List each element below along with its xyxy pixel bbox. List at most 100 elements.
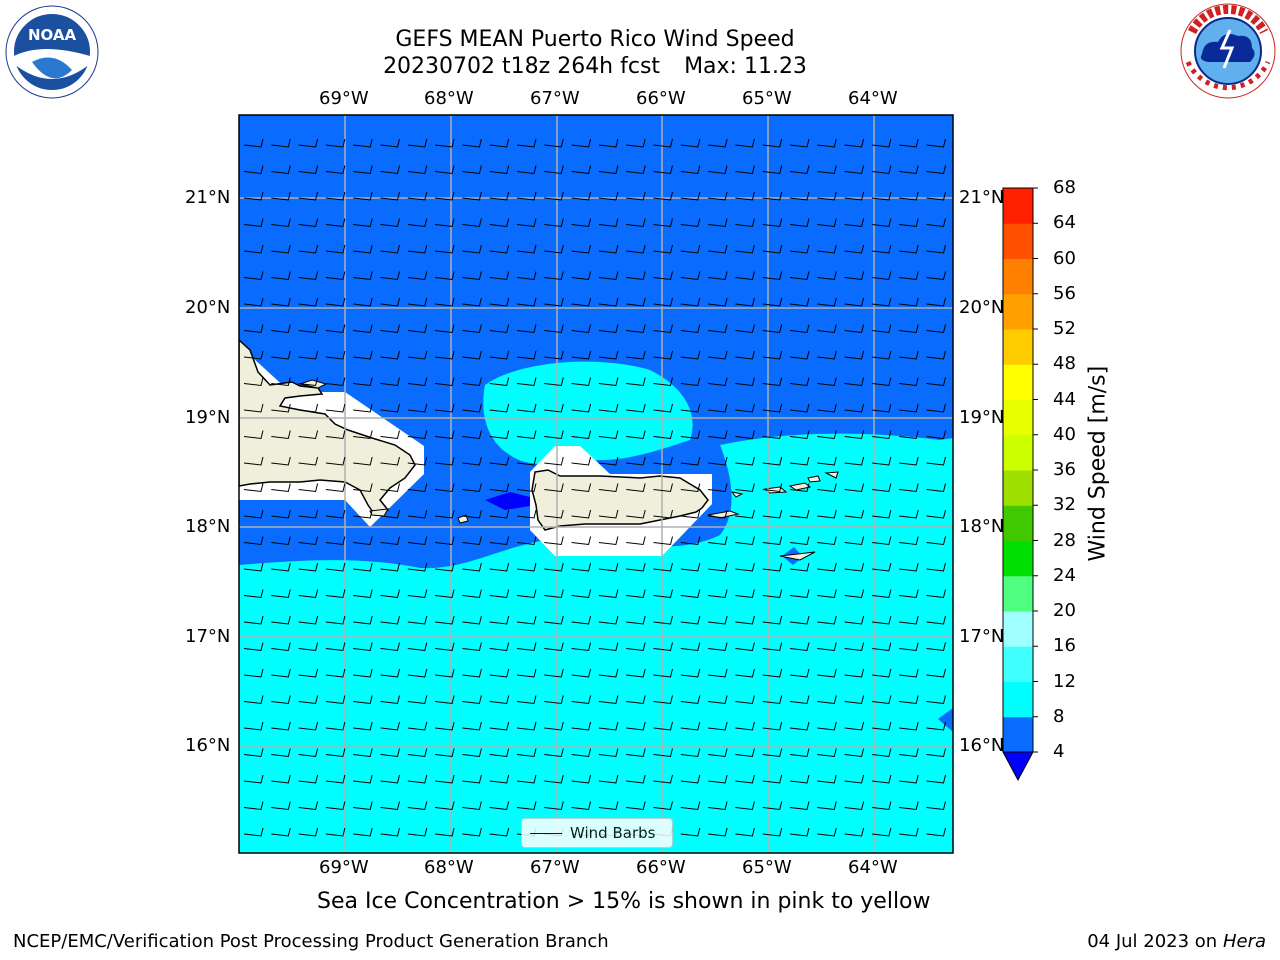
wind-barb <box>489 642 510 652</box>
wind-barb <box>380 350 400 360</box>
wind-barb <box>298 827 319 837</box>
wind-barb <box>817 801 837 811</box>
wind-barb <box>708 483 728 493</box>
wind-barb <box>817 509 837 519</box>
wind-barb <box>516 668 537 678</box>
wind-barb <box>708 430 728 440</box>
wind-barb <box>762 138 783 148</box>
wind-barb <box>298 244 319 254</box>
wind-barb <box>353 271 373 281</box>
wind-barb <box>325 350 346 360</box>
wind-barb <box>926 589 946 599</box>
wind-barb <box>407 218 428 228</box>
wind-barb <box>735 721 755 731</box>
wind-barb <box>353 297 373 307</box>
wind-barb <box>899 377 919 387</box>
wind-barb <box>735 589 755 599</box>
wind-barb <box>626 483 646 493</box>
wind-barb <box>544 244 564 254</box>
wind-barb <box>571 324 592 334</box>
wind-barb <box>708 509 728 519</box>
wind-barb <box>462 748 482 758</box>
wind-barb <box>325 774 346 784</box>
wind-barb <box>708 748 728 758</box>
wind-barb <box>571 483 592 493</box>
wind-barb <box>435 536 455 546</box>
wind-barb <box>626 191 646 201</box>
wind-barb <box>516 774 537 784</box>
wind-barb <box>789 748 810 758</box>
wind-barb <box>489 430 510 440</box>
wind-barb <box>789 483 810 493</box>
wind-barb <box>462 271 482 281</box>
wind-barb <box>899 138 919 148</box>
wind-barb <box>844 668 865 678</box>
wind-barb <box>844 244 865 254</box>
wind-barb <box>626 748 646 758</box>
colorbar-under-extension <box>1002 751 1034 782</box>
wind-barb <box>735 165 755 175</box>
wind-barb <box>325 191 346 201</box>
wind-barb <box>353 748 373 758</box>
wind-barb <box>353 615 373 625</box>
wind-barb <box>680 271 701 281</box>
wind-barb <box>435 615 455 625</box>
wind-barb <box>871 509 892 519</box>
wind-barb <box>435 138 455 148</box>
y-tick-left-19n: 19°N <box>185 407 231 428</box>
wind-barb <box>571 403 592 413</box>
wind-barb <box>407 165 428 175</box>
wind-barb <box>871 191 892 201</box>
wind-barb <box>407 642 428 652</box>
wind-barb <box>762 271 783 281</box>
wind-barb <box>571 589 592 599</box>
wind-barb <box>435 642 455 652</box>
wind-barb <box>571 377 592 387</box>
wind-barb <box>680 562 701 572</box>
wind-barb <box>243 138 264 148</box>
wind-barb <box>271 721 291 731</box>
wind-barb <box>489 748 510 758</box>
wind-barb <box>516 695 537 705</box>
wind-barb <box>544 695 564 705</box>
wind-barb <box>489 324 510 334</box>
colorbar-tick-label: 52 <box>1053 318 1076 339</box>
wind-barb <box>844 456 865 466</box>
wind-barb <box>762 668 783 678</box>
wind-barb <box>243 827 264 837</box>
wind-barb <box>653 589 673 599</box>
wind-barb <box>680 801 701 811</box>
wind-barb <box>871 165 892 175</box>
wind-barb <box>653 191 673 201</box>
wind-barb <box>462 721 482 731</box>
wind-barb <box>243 271 264 281</box>
wind-barb <box>298 615 319 625</box>
wind-barb <box>598 191 619 201</box>
wind-barb <box>789 827 810 837</box>
wind-barb <box>899 721 919 731</box>
wind-barb <box>298 324 319 334</box>
wind-barb <box>871 218 892 228</box>
wind-barb <box>489 191 510 201</box>
wind-barb <box>544 191 564 201</box>
wind-barb <box>735 218 755 228</box>
wind-barb <box>298 403 319 413</box>
wind-barb <box>325 721 346 731</box>
wind-barb <box>271 748 291 758</box>
wind-barb <box>353 165 373 175</box>
wind-barb <box>899 589 919 599</box>
wind-barb <box>762 801 783 811</box>
wind-barb <box>271 615 291 625</box>
nws-logo <box>1180 3 1276 99</box>
wind-barb <box>462 297 482 307</box>
wind-barb <box>653 483 673 493</box>
wind-barb <box>598 430 619 440</box>
wind-barb <box>516 615 537 625</box>
wind-barb <box>325 456 346 466</box>
wind-barb <box>598 350 619 360</box>
wind-barb <box>871 748 892 758</box>
wind-barb <box>735 615 755 625</box>
wind-barb <box>789 668 810 678</box>
wind-barb <box>926 615 946 625</box>
wind-barb <box>325 562 346 572</box>
